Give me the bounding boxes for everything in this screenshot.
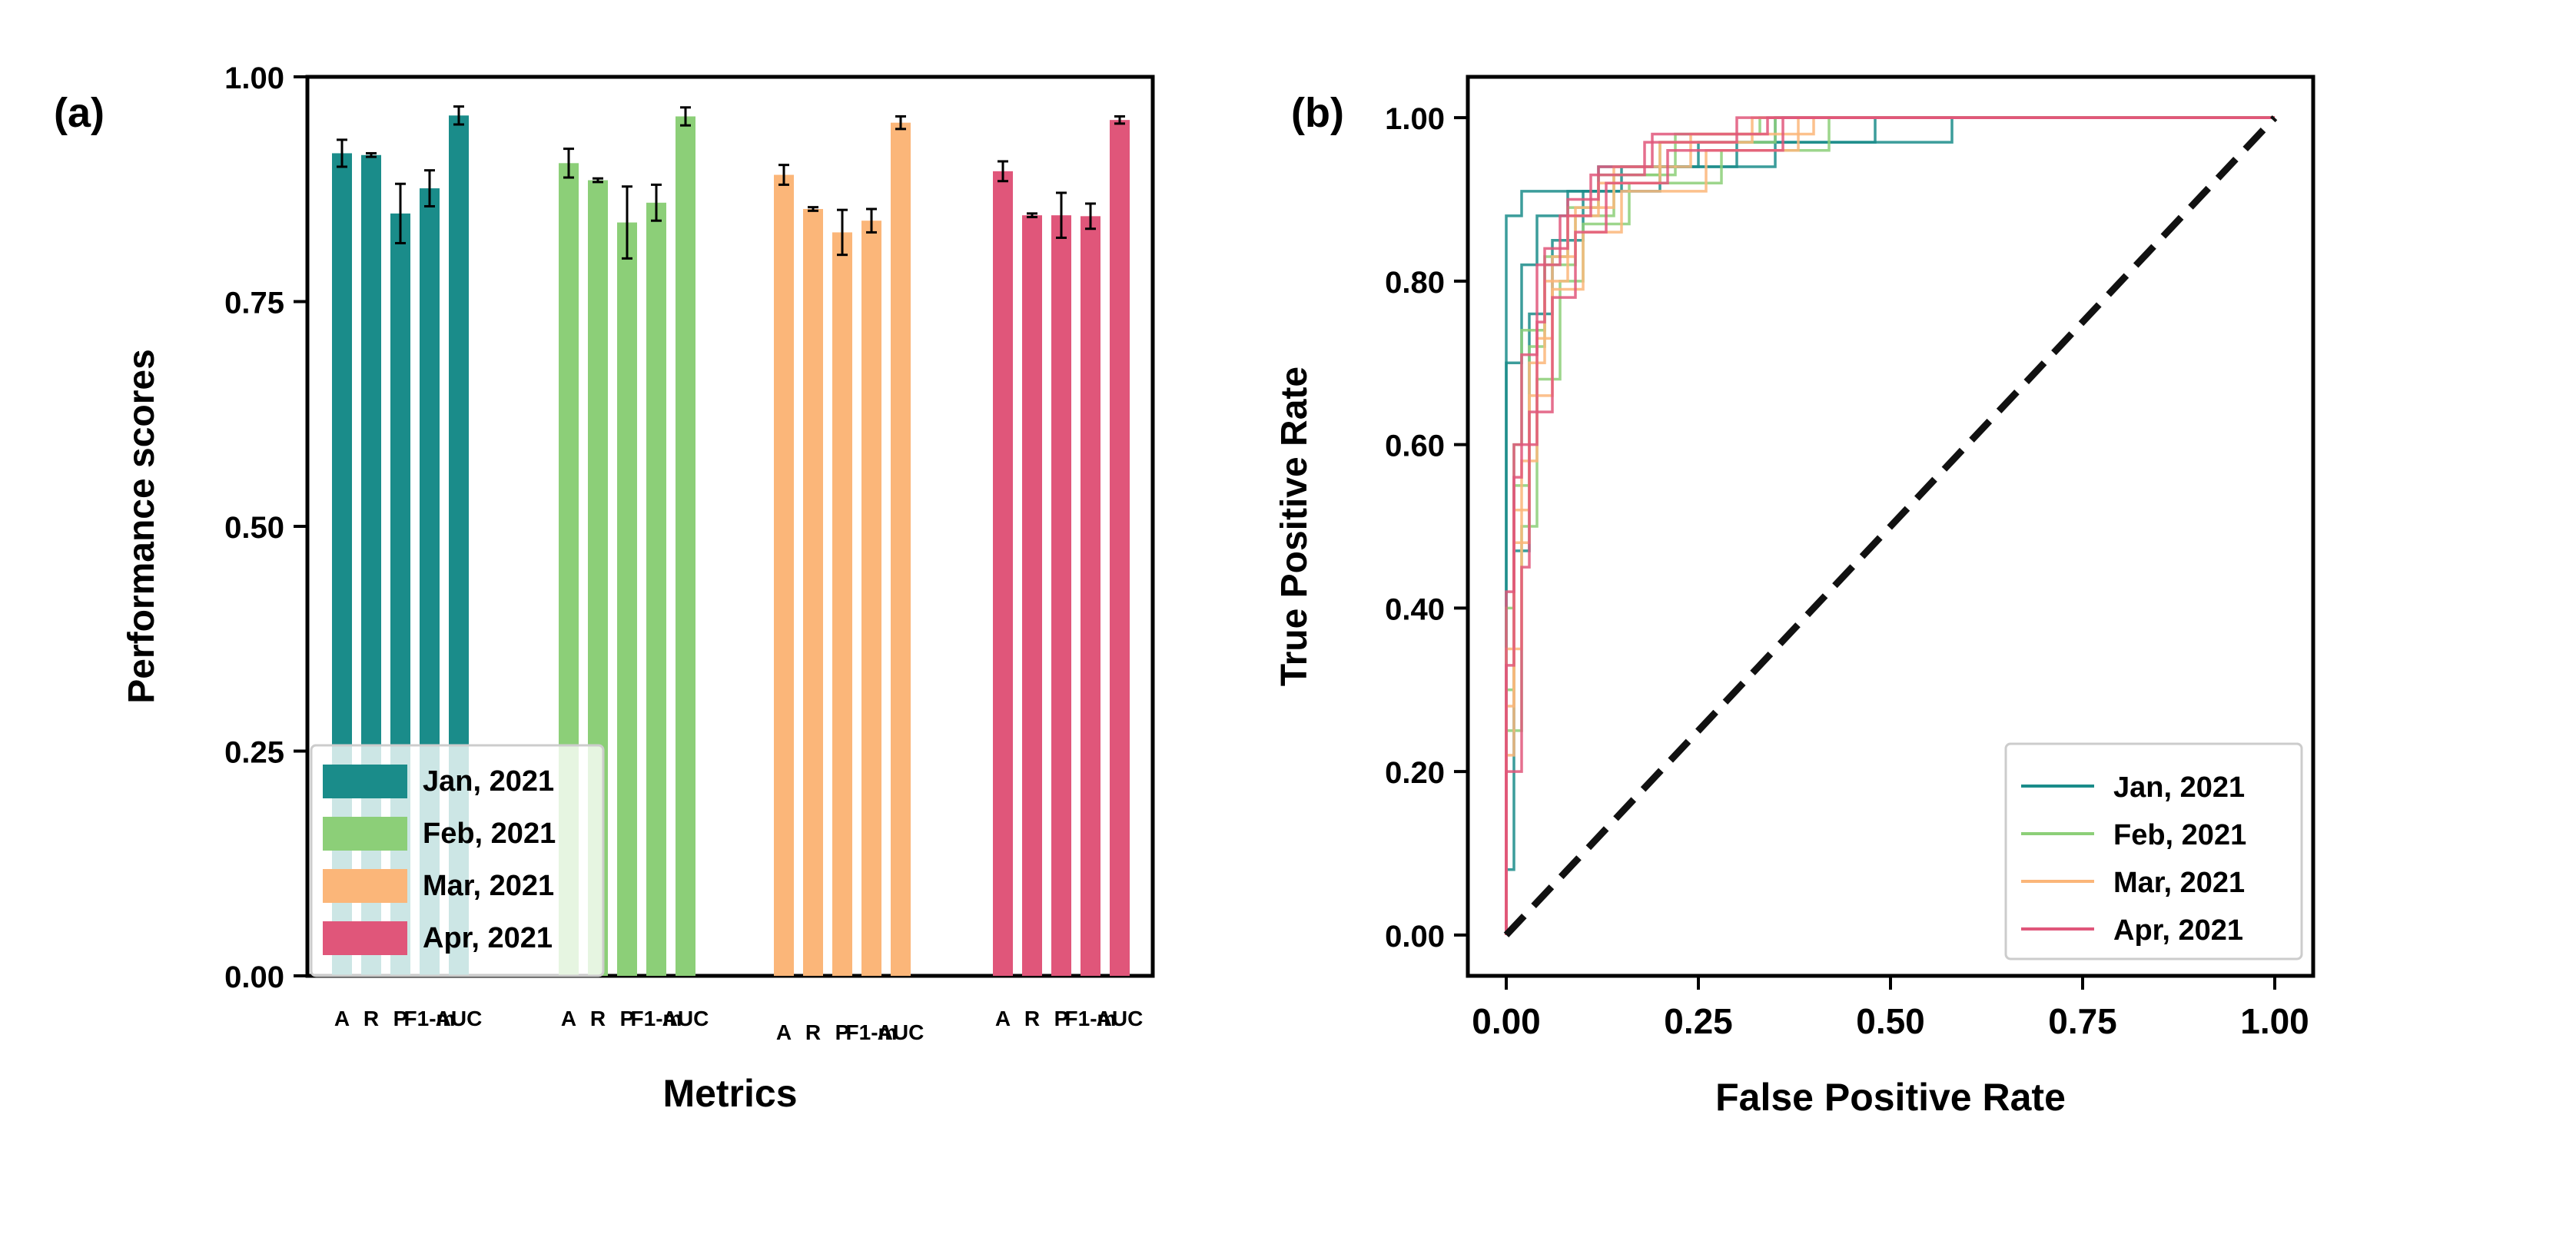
x-axis-label: Metrics: [662, 1072, 797, 1115]
x-tick-label: F1-m: [404, 1007, 456, 1030]
y-tick-label: 0.60: [1385, 430, 1445, 463]
bar: [1081, 216, 1100, 977]
y-axis-label: True Positive Rate: [1274, 367, 1315, 686]
bar: [1051, 215, 1071, 976]
legend-box: [2004, 742, 2303, 960]
y-tick-label: 0.80: [1385, 266, 1445, 300]
x-tick-label: R: [363, 1007, 379, 1030]
bar: [803, 208, 823, 976]
bar: [993, 171, 1013, 977]
bar: [774, 174, 794, 976]
x-tick-label: P: [1054, 1007, 1069, 1030]
x-tick-label: AUC: [662, 1007, 709, 1030]
x-tick-label: F1-m: [1065, 1007, 1117, 1030]
y-tick-label: 0.40: [1385, 592, 1445, 626]
y-axis-label: Performance scores: [121, 349, 162, 704]
x-tick-label: 0.00: [1472, 1001, 1541, 1041]
x-tick-label: F1-m: [846, 1020, 898, 1044]
legend-swatch: [323, 817, 407, 851]
panel-label-a: (a): [54, 90, 105, 136]
y-tick-label: 0.75: [224, 287, 284, 320]
roc-curve: [1505, 116, 2275, 935]
x-tick-label: P: [835, 1020, 850, 1044]
legend-label: Mar, 2021: [2113, 867, 2245, 899]
legend-label: Apr, 2021: [423, 922, 553, 954]
y-tick-label: 0.25: [224, 736, 284, 770]
bar: [832, 232, 852, 976]
y-tick-label: 0.50: [224, 511, 284, 545]
legend-swatch: [323, 869, 407, 903]
bar: [891, 122, 911, 976]
x-tick-label: A: [561, 1007, 576, 1030]
x-tick-label: R: [1024, 1007, 1040, 1030]
bar: [676, 116, 695, 977]
legend-label: Mar, 2021: [423, 870, 554, 902]
roc-chart: 0.00 0.25 0.50 0.75 1.00 0.00 0.20 0.40 0.60 0.80…: [1274, 75, 2315, 1119]
x-tick-label: R: [590, 1007, 606, 1030]
bar: [646, 202, 666, 976]
x-tick-label: A: [776, 1020, 792, 1044]
bar: [861, 221, 881, 976]
y-tick-label: 1.00: [224, 61, 284, 95]
legend-swatch: [323, 765, 407, 798]
panel-label-b: (b): [1291, 90, 1344, 136]
x-tick-label: AUC: [878, 1020, 925, 1044]
x-tick-label: F1-m: [631, 1007, 682, 1030]
legend-label: Apr, 2021: [2113, 914, 2243, 947]
y-tick-label: 0.00: [224, 960, 284, 994]
bar: [617, 222, 637, 976]
x-tick-label: AUC: [436, 1007, 483, 1030]
legend-label: Jan, 2021: [2113, 771, 2245, 804]
x-tick-label: A: [995, 1007, 1011, 1030]
legend-label: Feb, 2021: [2113, 819, 2246, 851]
bar: [1110, 120, 1130, 976]
roc-curve: [1505, 116, 2275, 935]
bar: [1022, 215, 1042, 976]
chance-diagonal: [1503, 115, 2278, 937]
roc-curve: [1505, 116, 2275, 935]
x-tick-label: A: [334, 1007, 350, 1030]
x-tick-label: 0.50: [1856, 1001, 1925, 1041]
legend-label: Feb, 2021: [423, 818, 556, 850]
y-tick-label: 1.00: [1385, 102, 1445, 136]
x-tick-label: 0.75: [2048, 1001, 2117, 1041]
x-tick-label: AUC: [1097, 1007, 1144, 1030]
x-tick-label: 0.25: [1664, 1001, 1733, 1041]
legend-box: [310, 744, 605, 977]
x-tick-label: R: [805, 1020, 821, 1044]
legend-label: Jan, 2021: [423, 765, 554, 798]
legend-swatch: [323, 921, 407, 955]
x-tick-label: P: [393, 1007, 408, 1030]
x-axis-label: False Positive Rate: [1715, 1076, 2066, 1119]
y-tick-label: 0.00: [1385, 920, 1445, 954]
x-tick-label: P: [620, 1007, 635, 1030]
x-tick-label: 1.00: [2240, 1001, 2309, 1041]
y-tick-label: 0.20: [1385, 756, 1445, 790]
